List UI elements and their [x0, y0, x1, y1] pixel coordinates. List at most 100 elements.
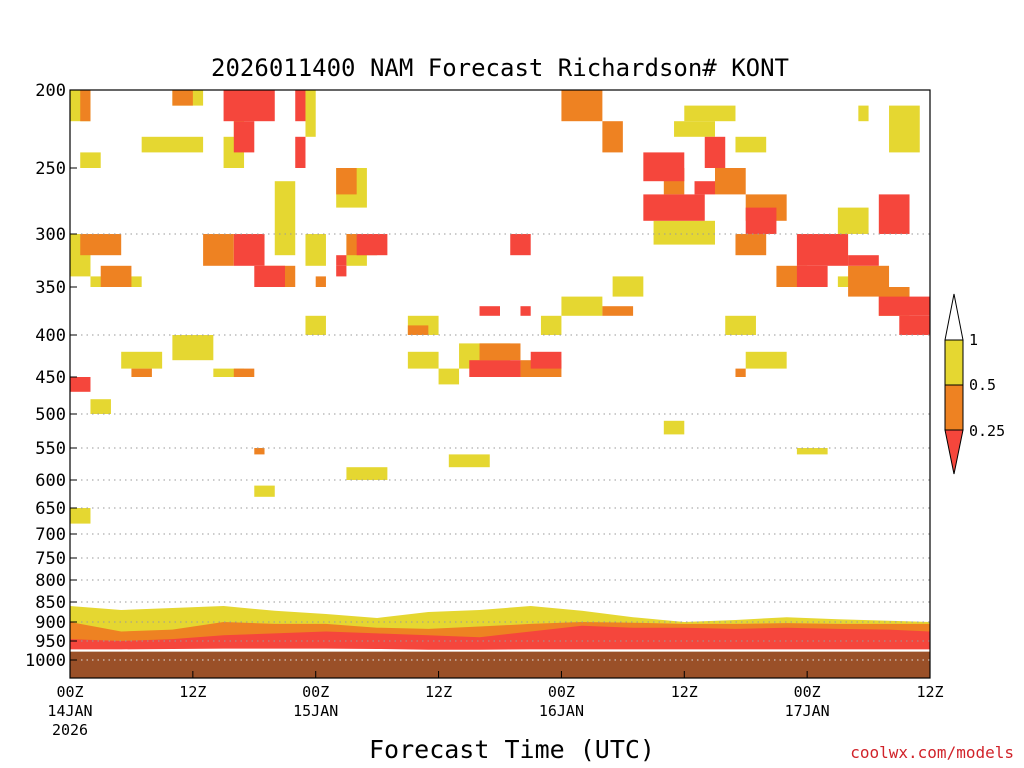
plot-frame [69, 89, 931, 679]
ri-cell [131, 368, 152, 377]
y-tick-label: 600 [35, 471, 66, 491]
y-tick-label: 200 [35, 81, 66, 101]
ri-cell [848, 255, 879, 266]
ri-cell [254, 448, 265, 455]
ri-cell [213, 368, 245, 377]
y-tick-label: 900 [35, 613, 66, 633]
plot-area [70, 90, 930, 678]
ri-cell [346, 467, 388, 480]
ri-cell [643, 152, 685, 182]
x-tick-label: 12Z [179, 683, 206, 701]
chart-title: 2026011400 NAM Forecast Richardson# KONT [211, 54, 789, 82]
ri-cell [858, 105, 869, 122]
x-tick-label: 00Z [548, 683, 575, 701]
ri-cell [796, 448, 828, 455]
y-tick-label: 450 [35, 368, 66, 388]
y-tick-label: 250 [35, 159, 66, 179]
ri-cell [653, 220, 715, 245]
ri-cell [745, 351, 787, 369]
ri-cell [305, 234, 326, 266]
credit-text: coolwx.com/models [850, 743, 1014, 762]
y-tick-label: 500 [35, 405, 66, 425]
ri-cell [889, 105, 920, 153]
ri-cell [70, 508, 91, 524]
ri-cell [305, 90, 316, 137]
legend-level-label: 0.5 [969, 376, 996, 394]
ri-cell [172, 335, 214, 361]
ri-cell [602, 306, 634, 316]
x-tick-label: 00Z [794, 683, 821, 701]
ri-cell [796, 234, 849, 266]
ri-cell [295, 136, 306, 168]
ri-cell [141, 136, 204, 153]
y-tick-label: 700 [35, 525, 66, 545]
y-tick-label: 350 [35, 278, 66, 298]
y-tick-label: 650 [35, 499, 66, 519]
ri-cell [356, 234, 388, 256]
ri-cell [336, 168, 357, 195]
legend-box-orange [944, 384, 964, 431]
x-tick-year: 2026 [52, 721, 88, 739]
x-tick-date: 15JAN [293, 702, 338, 720]
ri-cell [540, 315, 562, 335]
ri-cell [233, 121, 255, 153]
ri-cell [612, 276, 644, 297]
ri-cell [121, 351, 163, 369]
ri-cell [715, 168, 746, 195]
ri-cell [70, 377, 91, 392]
ri-cell [735, 234, 767, 256]
legend-bottom-arrow [944, 429, 964, 475]
ri-cell [725, 315, 756, 335]
ri-cell [80, 152, 101, 168]
ri-cell [878, 296, 930, 316]
x-tick-date: 17JAN [785, 702, 830, 720]
y-tick-label: 950 [35, 632, 66, 652]
ri-cell [704, 136, 726, 168]
y-axis-ticks: 200 250 300 350 400 450 500 550 600 650 700 7508008… [25, 81, 77, 671]
ri-cell [100, 265, 132, 287]
ri-cell [561, 90, 603, 122]
ri-cell [510, 234, 531, 256]
ri-cell [407, 325, 429, 335]
y-tick-label: 750 [35, 549, 66, 569]
ri-cell [274, 181, 296, 256]
x-tick-label: 12Z [916, 683, 943, 701]
ri-cell [694, 181, 715, 195]
legend: 1 0.5 0.25 [944, 293, 1005, 475]
ri-cell [878, 194, 910, 234]
ri-cell [254, 265, 285, 287]
boundary-band [70, 625, 930, 650]
ri-cell [479, 343, 521, 361]
ri-cell [530, 351, 562, 369]
y-tick-label: 400 [35, 326, 66, 346]
x-tick-label: 00Z [302, 683, 329, 701]
dotted-gridlines [70, 233, 930, 661]
legend-level-label: 1 [969, 331, 978, 349]
y-tick-label: 1000 [25, 651, 66, 671]
ri-cell [448, 454, 490, 468]
ri-cell [745, 207, 777, 234]
ri-cell [561, 296, 603, 316]
legend-level-label: 0.25 [969, 422, 1005, 440]
legend-top-arrow [944, 293, 964, 341]
x-tick-date: 16JAN [539, 702, 584, 720]
ri-cell [223, 90, 275, 122]
ri-cell [479, 306, 500, 316]
y-tick-label: 850 [35, 593, 66, 613]
ri-cell [254, 485, 275, 497]
ri-cell [735, 368, 746, 377]
ri-cell [520, 306, 531, 316]
ri-cell [602, 121, 623, 153]
ri-cell [90, 399, 111, 414]
ri-cell [674, 121, 715, 137]
x-tick-label: 00Z [56, 683, 83, 701]
ri-cell [438, 368, 460, 385]
ri-cell [336, 265, 347, 277]
ri-cell [80, 90, 91, 122]
ri-cell [643, 194, 705, 221]
ri-cell [233, 234, 265, 266]
ri-cell [305, 315, 326, 335]
ri-cell [80, 234, 122, 256]
